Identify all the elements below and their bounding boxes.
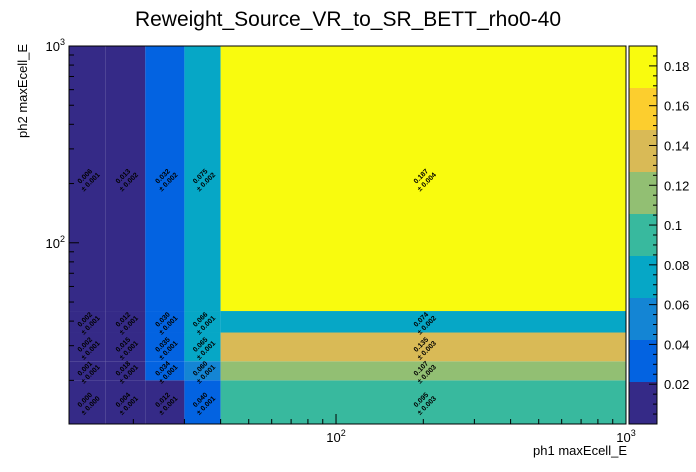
y-axis-ticks: 102 103 xyxy=(46,37,79,381)
heatmap-cell xyxy=(69,361,106,381)
colorbar-segment xyxy=(629,382,657,424)
heatmap-cell xyxy=(105,311,146,333)
heatmap-cell xyxy=(105,361,146,381)
colorbar-segment xyxy=(629,214,657,256)
heatmap-cell xyxy=(184,380,221,424)
y-tick-label: 102 xyxy=(46,234,65,251)
heatmap-cell xyxy=(105,46,146,312)
heatmap-cells xyxy=(69,46,627,424)
heatmap-cell xyxy=(145,46,185,312)
heatmap-cell xyxy=(184,361,221,381)
colorbar-segment xyxy=(629,46,657,88)
heatmap-cell xyxy=(220,380,627,424)
heatmap-cell xyxy=(184,311,221,333)
heatmap-cell xyxy=(105,380,146,424)
colorbar-tick-label: 0.18 xyxy=(664,59,689,74)
chart-title: Reweight_Source_VR_to_SR_BETT_rho0-40 xyxy=(135,8,561,31)
x-axis-ticks: 102 103 xyxy=(132,414,636,445)
heatmap-cell xyxy=(220,311,627,333)
colorbar-segment xyxy=(629,88,657,130)
colorbar-tick-label: 0.04 xyxy=(664,337,689,352)
heatmap-cell-labels: 0.000± 0.000 0.004± 0.001 0.012± 0.001 0.04… xyxy=(77,168,438,417)
heatmap-cell xyxy=(105,332,146,362)
colorbar-segment xyxy=(629,256,657,298)
heatmap-cell xyxy=(69,311,106,333)
colorbar-tick-label: 0.08 xyxy=(664,258,689,273)
heatmap-cell xyxy=(145,361,185,381)
x-tick-label: 102 xyxy=(326,428,345,445)
heatmap-cell xyxy=(69,332,106,362)
colorbar-tick-label: 0.1 xyxy=(664,218,682,233)
heatmap-cell xyxy=(220,332,627,362)
x-axis-label: ph1 maxEcell_E xyxy=(533,443,627,458)
colorbar-segment xyxy=(629,340,657,382)
heatmap-cell xyxy=(145,311,185,333)
colorbar xyxy=(628,45,658,425)
colorbar-tick-label: 0.02 xyxy=(664,377,689,392)
plot-frame xyxy=(68,45,627,425)
colorbar-tick-label: 0.14 xyxy=(664,138,689,153)
y-tick-label: 103 xyxy=(46,37,65,54)
colorbar-tick-label: 0.16 xyxy=(664,99,689,114)
heatmap-cell xyxy=(69,380,106,424)
heatmap-cell xyxy=(220,46,627,312)
heatmap-cell xyxy=(184,332,221,362)
colorbar-tick-label: 0.12 xyxy=(664,178,689,193)
heatmap-cell xyxy=(69,46,106,312)
x-tick-label: 103 xyxy=(616,428,635,445)
y-axis-label: ph2 maxEcell_E xyxy=(15,44,30,138)
heatmap-cell xyxy=(145,332,185,362)
heatmap-cell xyxy=(145,380,185,424)
colorbar-segment xyxy=(629,172,657,214)
colorbar-ticks: 0.02 0.04 0.06 0.08 0.1 0.12 0.14 0.16 0.18 xyxy=(649,45,689,415)
colorbar-segment xyxy=(629,130,657,172)
heatmap-cell xyxy=(220,361,627,381)
colorbar-tick-label: 0.06 xyxy=(664,298,689,313)
heatmap-cell xyxy=(184,46,221,312)
